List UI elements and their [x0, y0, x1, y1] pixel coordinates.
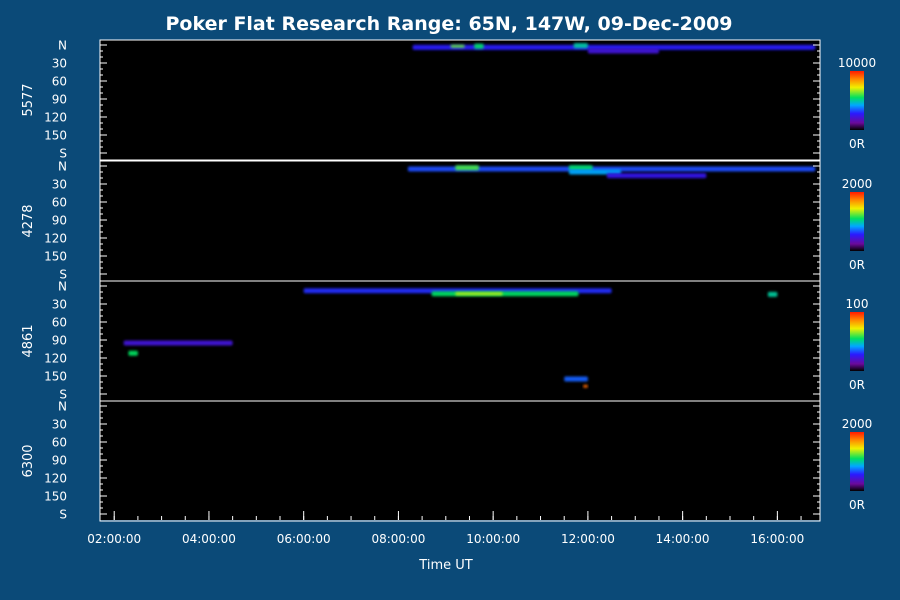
keogram-panels: N 30 60 90 120 150 S 5577 10000 0R N 30 60 90 120 150 S 4… [21, 39, 876, 522]
emission-band [606, 173, 707, 179]
y-tick-label: 150 [44, 250, 67, 264]
x-tick-label: 06:00:00 [277, 532, 331, 546]
wavelength-label: 6300 [21, 444, 36, 477]
colorbar [850, 192, 864, 251]
y-tick-label: 90 [52, 214, 67, 228]
colorbar [850, 71, 864, 130]
x-tick-label: 04:00:00 [182, 532, 236, 546]
panel-frame [99, 400, 821, 522]
y-tick-label: N [58, 39, 67, 53]
emission-band [474, 43, 484, 49]
panel-4278: N 30 60 90 120 150 S 4278 2000 0R [21, 160, 872, 282]
y-tick-label: 90 [52, 93, 67, 107]
y-tick-label: N [58, 280, 67, 294]
y-tick-label: 120 [44, 111, 67, 125]
y-tick-label: N [58, 160, 67, 174]
colorbar [850, 312, 864, 371]
colorbar-min-label: 0R [849, 137, 865, 151]
colorbar-max-label: 100 [846, 297, 869, 311]
emission-band [568, 165, 593, 171]
x-tick-label: 08:00:00 [371, 532, 425, 546]
x-tick-label: 14:00:00 [656, 532, 710, 546]
colorbar-min-label: 0R [849, 258, 865, 272]
colorbar-max-label: 10000 [838, 56, 876, 70]
emission-band [455, 292, 503, 296]
y-tick-label: S [59, 388, 67, 402]
y-tick-label: N [58, 400, 67, 414]
y-tick-label: 150 [44, 129, 67, 143]
y-tick-label: 60 [52, 316, 67, 330]
y-tick-label: 30 [52, 298, 67, 312]
y-tick-label: S [59, 508, 67, 522]
y-tick-label: 90 [52, 334, 67, 348]
panel-5577: N 30 60 90 120 150 S 5577 10000 0R [21, 39, 876, 161]
x-tick-label: 10:00:00 [466, 532, 520, 546]
emission-band [450, 44, 465, 48]
emission-band [573, 43, 588, 49]
colorbar [850, 432, 864, 491]
wavelength-label: 4861 [21, 324, 36, 357]
emission-band [767, 291, 778, 297]
wavelength-label: 5577 [21, 83, 36, 116]
panel-frame [99, 39, 821, 161]
y-tick-label: 150 [44, 370, 67, 384]
y-tick-label: 30 [52, 57, 67, 71]
y-tick-label: 30 [52, 178, 67, 192]
x-axis-label: Time UT [418, 558, 472, 573]
plot-area [100, 40, 820, 520]
panel-6300: N 30 60 90 120 150 S 6300 2000 0R [21, 400, 872, 522]
emission-band [587, 48, 659, 54]
wavelength-label: 4278 [21, 204, 36, 237]
y-tick-label: S [59, 268, 67, 282]
y-tick-label: 120 [44, 232, 67, 246]
y-tick-label: 120 [44, 472, 67, 486]
x-tick-label: 16:00:00 [750, 532, 804, 546]
emission-band [412, 44, 816, 50]
emission-band [407, 166, 816, 172]
x-tick-label: 02:00:00 [87, 532, 141, 546]
y-tick-label: 60 [52, 436, 67, 450]
y-tick-label: 30 [52, 418, 67, 432]
y-tick-label: 60 [52, 196, 67, 210]
y-tick-label: 150 [44, 490, 67, 504]
y-tick-label: 60 [52, 75, 67, 89]
emission-band [564, 376, 588, 382]
colorbar-min-label: 0R [849, 498, 865, 512]
emission-band [123, 340, 233, 346]
x-tick-label: 12:00:00 [561, 532, 615, 546]
x-axis: 02:00:00 04:00:00 06:00:00 08:00:00 10:00:00… [87, 511, 804, 546]
emission-band [455, 165, 479, 171]
colorbar-min-label: 0R [849, 378, 865, 392]
y-tick-label: 120 [44, 352, 67, 366]
panel-4861: N 30 60 90 120 150 S 4861 100 0R [21, 280, 868, 402]
colorbar-max-label: 2000 [842, 417, 873, 431]
colorbar-max-label: 2000 [842, 177, 873, 191]
y-tick-label: S [59, 147, 67, 161]
y-tick-label: 90 [52, 454, 67, 468]
emission-band [583, 384, 588, 388]
emission-band [431, 291, 579, 297]
chart-title: Poker Flat Research Range: 65N, 147W, 09… [165, 13, 732, 35]
emission-band [128, 350, 138, 356]
